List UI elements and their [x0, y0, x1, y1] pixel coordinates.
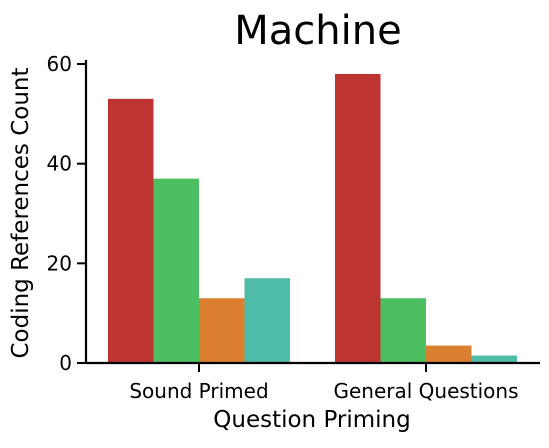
y-tick-label-20: 20: [47, 251, 72, 275]
x-tick-label-1: Sound Primed: [129, 379, 268, 403]
bar-3-1: [199, 298, 245, 363]
y-tick-label-40: 40: [47, 152, 72, 176]
axes-layer: 0 20 40 60 Sound Primed General Questions: [47, 52, 540, 403]
bar-1-1: [108, 98, 154, 363]
y-tick-label-0: 0: [59, 351, 72, 375]
x-axis-label: Question Priming: [213, 407, 410, 433]
y-tick-label-60: 60: [47, 52, 72, 76]
bar-2-1: [153, 178, 199, 363]
bar-2-2: [380, 298, 426, 363]
bars-layer: [108, 73, 517, 363]
bar-4-2: [471, 355, 517, 363]
bar-4-1: [244, 278, 290, 363]
x-tick-label-2: General Questions: [333, 379, 518, 403]
y-axis-label: Coding References Count: [8, 67, 34, 358]
bar-1-2: [335, 73, 381, 363]
bar-3-2: [426, 345, 472, 363]
chart-title: Machine: [234, 8, 401, 54]
